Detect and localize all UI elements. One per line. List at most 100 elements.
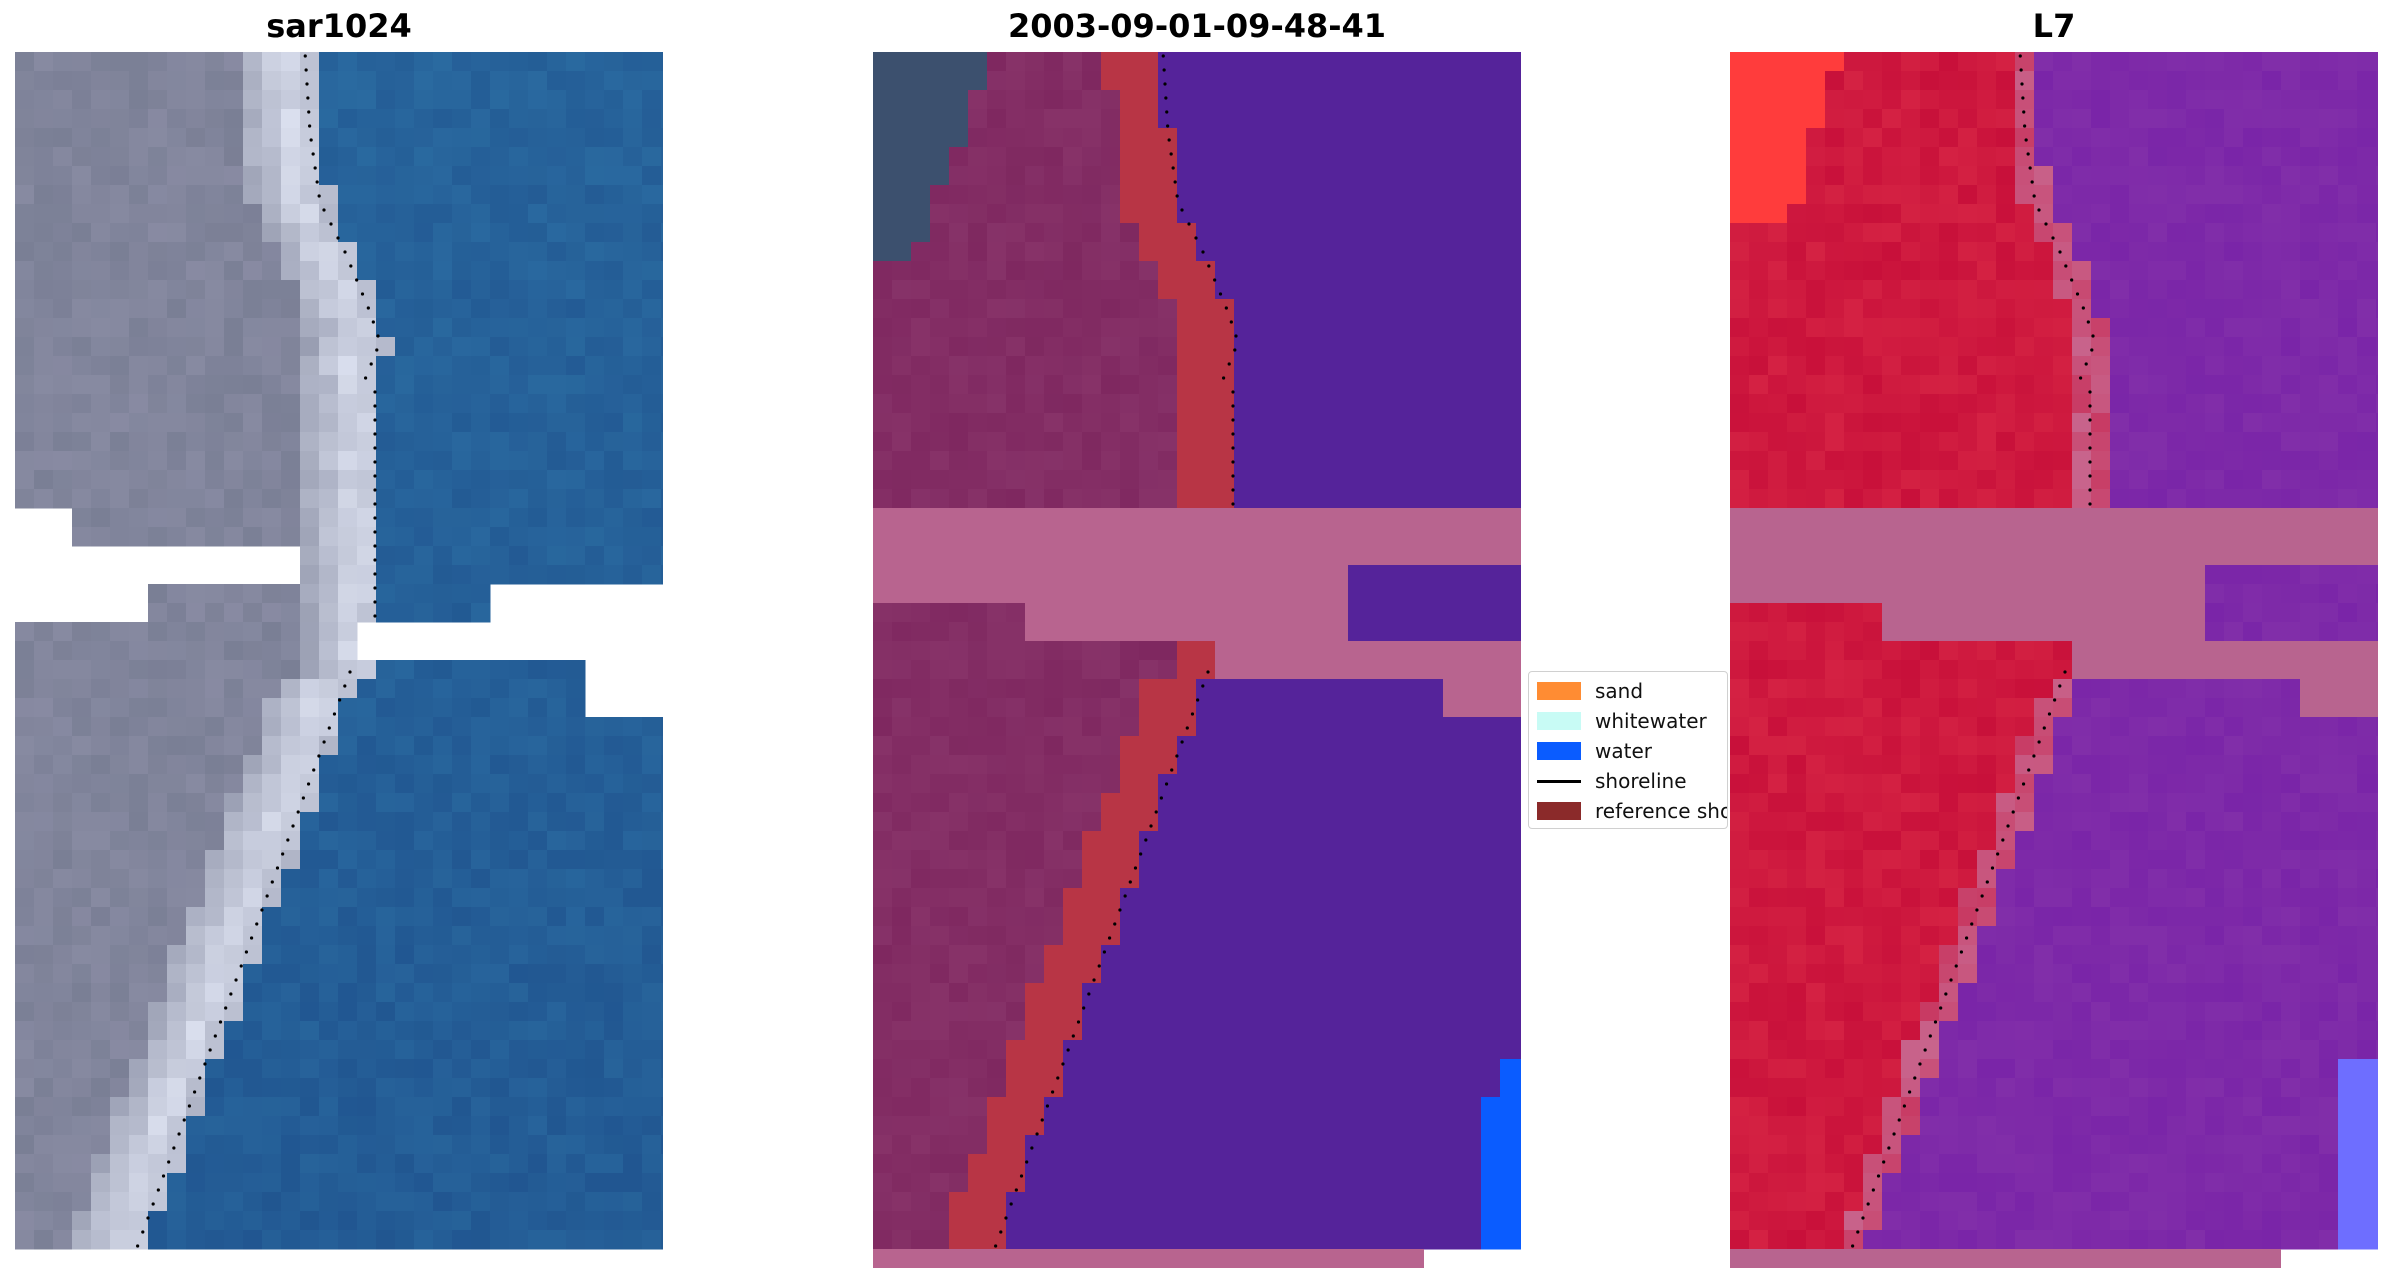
shoreline-point [1944, 992, 1948, 996]
shoreline-point [1171, 166, 1175, 170]
shoreline-point [364, 376, 368, 380]
shoreline-point [2006, 824, 2010, 828]
shoreline-point [1040, 1118, 1044, 1122]
shoreline-point [2088, 460, 2092, 464]
shoreline-point [172, 1146, 176, 1150]
shoreline-point [1169, 152, 1173, 156]
shoreline-point [1164, 96, 1168, 100]
shoreline-point [2084, 362, 2088, 366]
shoreline-point [161, 1174, 166, 1178]
shoreline-point [373, 502, 377, 506]
shoreline-point [1231, 502, 1235, 506]
shoreline-point [1097, 964, 1101, 968]
shoreline-point [1187, 222, 1191, 226]
shoreline-point [255, 922, 259, 926]
water-swatch [1537, 742, 1581, 760]
shoreline-point [218, 1020, 223, 1024]
shoreline-point [373, 390, 377, 394]
shoreline-point [1051, 1090, 1055, 1094]
shoreline-point [1892, 1132, 1896, 1136]
shoreline-point [1144, 838, 1148, 842]
shoreline-point [2028, 166, 2032, 170]
shoreline-point [1045, 1104, 1050, 1108]
shoreline-point [1207, 264, 1211, 268]
shoreline-point [2016, 796, 2020, 800]
shoreline-point [198, 1076, 202, 1080]
shoreline-point [291, 824, 295, 828]
classification-legend: sand whitewater water shoreline referenc… [1528, 671, 1728, 829]
shoreline-point [1954, 964, 1958, 968]
shoreline-point [1092, 978, 1096, 982]
shoreline-point [1861, 1216, 1865, 1220]
shoreline-point [2051, 236, 2055, 240]
shoreline-point [2020, 82, 2024, 86]
shoreline-point [2058, 684, 2062, 688]
shoreline-point [322, 740, 326, 744]
shoreline-point [329, 222, 333, 226]
shoreline-point [146, 1216, 150, 1220]
sand-swatch [1537, 682, 1581, 700]
shoreline-point [2088, 474, 2092, 478]
reference-shoreline-swatch [1537, 802, 1581, 820]
shoreline-point [371, 320, 375, 324]
shoreline-point [306, 782, 311, 786]
shoreline-point [1980, 894, 1984, 898]
shoreline-point [376, 334, 380, 338]
shoreline-point [1025, 1160, 1029, 1164]
shoreline-point [1222, 376, 1226, 380]
shoreline-point [308, 124, 312, 128]
shoreline-point [260, 908, 264, 912]
shoreline-point [1162, 68, 1166, 72]
shoreline-line-swatch [1537, 780, 1581, 783]
shoreline-point [2086, 320, 2090, 324]
shoreline-point [281, 852, 285, 856]
shoreline-point [1851, 1244, 1855, 1248]
shoreline-point [244, 950, 248, 954]
shoreline-point [1218, 292, 1223, 296]
shoreline-point [994, 1244, 998, 1248]
panel-title-classified: 2003-09-01-09-48-41 [1007, 7, 1387, 45]
shoreline-point [1887, 1146, 1891, 1150]
shoreline-point [1201, 250, 1205, 254]
shoreline-point [2032, 194, 2036, 198]
shoreline-point [1128, 880, 1132, 884]
shoreline-point [182, 1118, 186, 1122]
shoreline-point [2064, 264, 2068, 268]
shoreline-point [373, 404, 377, 408]
shoreline-point [2001, 838, 2005, 842]
shoreline-point [1019, 1174, 1024, 1178]
shoreline-point [1170, 768, 1174, 772]
legend-label-sand: sand [1595, 679, 1644, 703]
shoreline-point [373, 600, 377, 604]
classified-pixels [873, 52, 1521, 1268]
index-image-panel [1730, 52, 2378, 1272]
shoreline-point [1918, 1062, 1922, 1066]
shoreline-point [1056, 1076, 1060, 1080]
shoreline-point [375, 348, 379, 352]
shoreline-point [2088, 432, 2092, 436]
shoreline-point [2088, 390, 2092, 394]
shoreline-point [2070, 278, 2074, 282]
shoreline-point [1159, 796, 1163, 800]
shoreline-point [317, 754, 321, 758]
shoreline-point [1082, 1006, 1086, 1010]
shoreline-point [336, 236, 340, 240]
legend-item-water: water [1529, 734, 1727, 764]
shoreline-point [1939, 1006, 1943, 1010]
shoreline-point [2058, 250, 2062, 254]
shoreline-point [373, 516, 377, 520]
shoreline-point [2021, 782, 2026, 786]
shoreline-point [307, 110, 311, 114]
legend-item-sand: sand [1529, 674, 1727, 704]
shoreline-point [1959, 950, 1963, 954]
shoreline-point [2044, 222, 2048, 226]
shoreline-point [1985, 880, 1989, 884]
panel-title-rgb: sar1024 [266, 7, 412, 45]
shoreline-point [1871, 1188, 1875, 1192]
shoreline-point [1231, 390, 1235, 394]
shoreline-point [360, 292, 365, 296]
shoreline-point [1175, 754, 1179, 758]
shoreline-point [373, 488, 377, 492]
shoreline-point [305, 82, 309, 86]
shoreline-point [1897, 1118, 1901, 1122]
